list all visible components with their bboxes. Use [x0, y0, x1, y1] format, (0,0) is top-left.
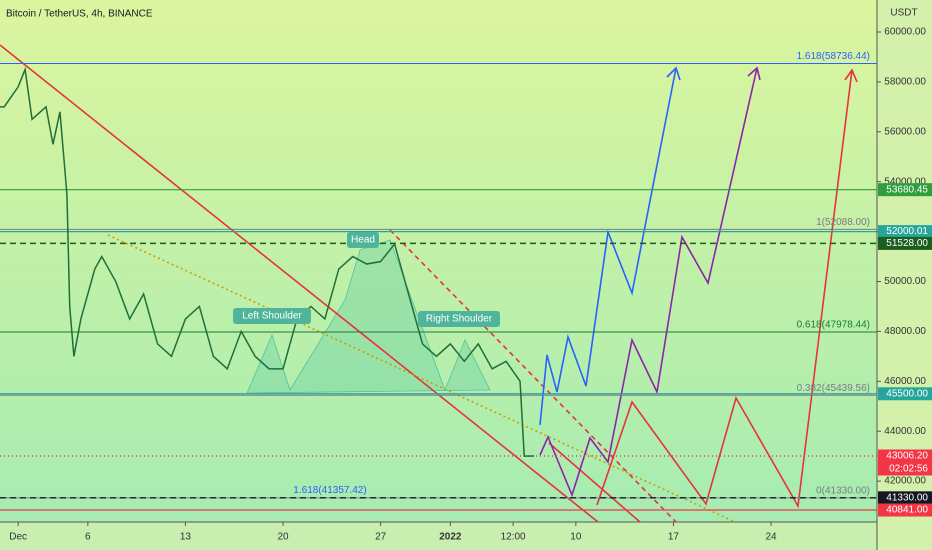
- annotation: Left Shoulder: [242, 311, 302, 322]
- x-tick-label: 27: [375, 532, 387, 543]
- chart-title: Bitcoin / TetherUS, 4h, BINANCE: [6, 9, 153, 20]
- annotation: Head: [351, 235, 375, 246]
- price-tag: 53680.45: [886, 184, 928, 195]
- price-tag-bg: [878, 503, 932, 517]
- fib-label: 0.382(45439.56): [797, 383, 870, 394]
- y-tick-label: 48000.00: [884, 326, 926, 337]
- price-tag: 40841.00: [886, 505, 928, 516]
- price-tag: 52000.01: [886, 226, 928, 237]
- price-tag: 51528.00: [886, 238, 928, 249]
- x-tick-label: 6: [85, 532, 91, 543]
- arrow-head: [747, 66, 761, 81]
- annotation-bg: [233, 308, 311, 324]
- x-tick-label: 24: [765, 532, 777, 543]
- annotation-bg: [418, 311, 500, 327]
- arrow-head: [666, 66, 681, 81]
- y-tick-label: 44000.00: [884, 426, 926, 437]
- trendline: [0, 44, 599, 523]
- price-tag-bg: [878, 225, 932, 239]
- fib-label: 1.618(41357.42): [293, 485, 366, 496]
- x-tick-label: 2022: [439, 532, 462, 543]
- y-tick-label: 60000.00: [884, 27, 926, 38]
- price-tag-bg: [878, 449, 932, 476]
- drawings: [0, 44, 858, 523]
- price-tag: 41330.00: [886, 492, 928, 503]
- projection: [596, 69, 853, 509]
- price-line: [0, 66, 535, 457]
- arrow-head: [844, 68, 858, 83]
- fib-label: 1.618(58736.44): [797, 51, 870, 62]
- y-tick-label: 54000.00: [884, 176, 926, 187]
- y-tick-label: 46000.00: [884, 376, 926, 387]
- price-tag: 45500.00: [886, 388, 928, 399]
- annotation-bg: [347, 232, 379, 248]
- time-axis-bg: [0, 522, 877, 550]
- x-tick-label: Dec: [9, 532, 27, 543]
- y-tick-label: 58000.00: [884, 77, 926, 88]
- y-tick-label: 50000.00: [884, 276, 926, 287]
- fib-label: 0(41330.00): [816, 485, 870, 496]
- projection: [539, 67, 758, 498]
- annotation: Right Shoulder: [426, 314, 493, 325]
- price-tag-bg: [878, 236, 932, 250]
- plot-bg: [0, 0, 877, 522]
- y-tick-label: 56000.00: [884, 126, 926, 137]
- fib-label: 1(52088.00): [816, 217, 870, 228]
- x-tick-label: 20: [277, 532, 289, 543]
- price-tag-bg: [878, 387, 932, 401]
- currency: USDT: [890, 8, 917, 19]
- y-tick-label: 42000.00: [884, 476, 926, 487]
- price-tag-bg: [878, 183, 932, 197]
- countdown: 02:02:56: [889, 464, 928, 475]
- x-tick-label: 17: [668, 532, 680, 543]
- fib-label: 0.618(47978.44): [797, 320, 870, 331]
- x-tick-label: 10: [570, 532, 582, 543]
- x-tick-label: 12:00: [501, 532, 526, 543]
- x-tick-label: 13: [180, 532, 192, 543]
- projection: [539, 67, 677, 426]
- price-tag-bg: [878, 491, 932, 505]
- price-tag: 43006.20: [886, 451, 928, 462]
